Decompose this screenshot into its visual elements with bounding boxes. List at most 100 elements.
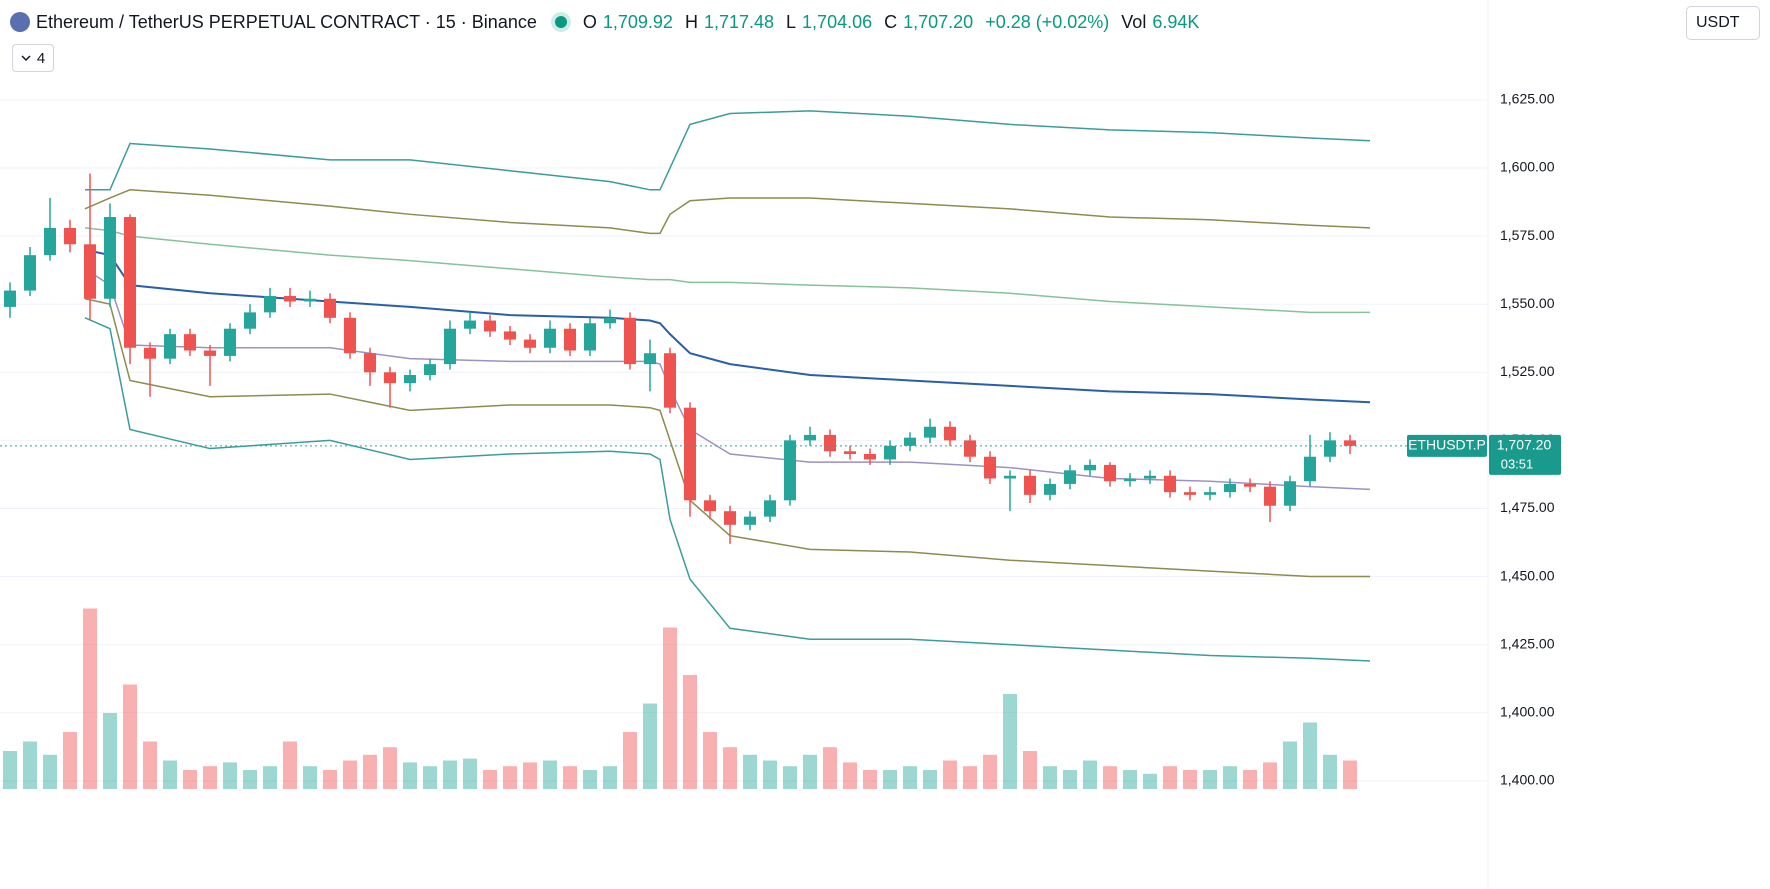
y-tick-label: 1,600.00 xyxy=(1500,159,1555,175)
candle-body xyxy=(1104,464,1116,482)
volume-bar xyxy=(1323,754,1337,789)
candle-body xyxy=(1004,475,1016,479)
candle-body xyxy=(24,255,36,291)
volume-bar xyxy=(943,760,957,789)
volume-bar xyxy=(143,741,157,789)
volume-bar xyxy=(363,754,377,789)
band-line xyxy=(84,227,1370,314)
candle-body xyxy=(1184,492,1196,495)
legend-header: Ethereum / TetherUS PERPETUAL CONTRACT ·… xyxy=(10,8,1211,36)
band-line xyxy=(84,248,1371,404)
volume-bar xyxy=(723,747,737,789)
volume-bar xyxy=(963,766,977,789)
change-value: +0.28 (+0.02%) xyxy=(985,11,1110,32)
volume-bar xyxy=(463,758,477,789)
volume-bar xyxy=(83,608,97,789)
volume-bar xyxy=(283,741,297,789)
candle-body xyxy=(944,426,956,441)
volume-bar xyxy=(563,766,577,789)
countdown: 03:51 xyxy=(1501,456,1534,471)
market-status xyxy=(554,16,567,28)
candle-body xyxy=(4,290,16,307)
candle-body xyxy=(1284,481,1296,506)
volume-bar xyxy=(603,766,617,789)
band-line xyxy=(84,298,1370,578)
candle-body xyxy=(424,364,436,376)
candle-body xyxy=(384,372,396,384)
volume-bar xyxy=(23,741,37,789)
volume-bar xyxy=(623,732,637,789)
y-tick-label: 1,525.00 xyxy=(1500,363,1555,379)
volume-bar xyxy=(503,766,517,789)
volume-bar xyxy=(843,762,857,789)
volume-bar xyxy=(163,760,177,789)
volume-bar xyxy=(123,684,137,789)
indicators-toggle[interactable]: 4 xyxy=(12,44,54,72)
y-tick-label: 1,450.00 xyxy=(1500,567,1555,583)
volume-bar xyxy=(1263,762,1277,789)
y-tick-label: 1,400.00 xyxy=(1500,772,1555,788)
volume-bar xyxy=(1023,751,1037,789)
close-value: 1,707.20 xyxy=(903,11,974,32)
volume-bar xyxy=(43,754,57,789)
candle-body xyxy=(1084,464,1096,471)
y-tick-label: 1,625.00 xyxy=(1500,91,1555,107)
close-label: C xyxy=(884,11,898,32)
volume-bar xyxy=(343,760,357,789)
candle-body xyxy=(404,375,416,384)
volume-bar xyxy=(103,713,117,789)
candle-body xyxy=(1224,483,1236,493)
volume-bar xyxy=(1283,741,1297,789)
candle-body xyxy=(924,426,936,438)
candle-body xyxy=(984,456,996,479)
candle-body xyxy=(544,328,556,348)
candle-body xyxy=(1144,475,1156,479)
candle-body xyxy=(1344,440,1356,446)
volume-bar xyxy=(423,766,437,789)
volume-bar xyxy=(583,770,597,789)
candle-body xyxy=(1204,492,1216,495)
symbol-tag-bg xyxy=(1407,434,1487,457)
candle-body xyxy=(1064,470,1076,484)
currency-button[interactable]: USDT xyxy=(1686,6,1760,40)
band-line xyxy=(85,110,1371,191)
volume-bar xyxy=(923,770,937,789)
candle-body xyxy=(504,331,516,340)
volume-bar xyxy=(983,754,997,789)
volume-bar xyxy=(523,762,537,789)
candle-body xyxy=(224,328,236,356)
symbol-tag: ETHUSDT.P xyxy=(1408,437,1486,453)
candle-body xyxy=(204,350,216,356)
candle-body xyxy=(364,353,376,373)
candle-body xyxy=(344,317,356,354)
y-tick-label: 1,550.00 xyxy=(1500,295,1555,311)
volume-bar xyxy=(63,732,77,789)
volume-bar xyxy=(1243,770,1257,789)
candle-body xyxy=(784,440,796,501)
candle-body xyxy=(844,451,856,454)
chevron xyxy=(21,55,31,62)
volume-bar xyxy=(663,627,677,789)
candle-body xyxy=(1164,475,1176,493)
candle-body xyxy=(144,347,156,359)
volume-bar xyxy=(1203,770,1217,789)
candle-body xyxy=(824,434,836,452)
candle-body xyxy=(664,353,676,408)
volume-bar xyxy=(1123,770,1137,789)
volume-bar xyxy=(763,760,777,789)
y-tick-label: 1,475.00 xyxy=(1500,499,1555,515)
candle-body xyxy=(184,334,196,351)
band-line xyxy=(84,317,1371,662)
candle-body xyxy=(864,453,876,460)
indicators-count: 4 xyxy=(36,49,46,67)
volume-bar xyxy=(483,770,497,789)
candle-body xyxy=(1124,478,1136,482)
volume-bar xyxy=(303,766,317,789)
candle-body xyxy=(464,320,476,329)
candle-body xyxy=(704,500,716,512)
candle-body xyxy=(244,312,256,329)
volume-bar xyxy=(643,703,657,789)
candle-body xyxy=(604,317,616,324)
volume-label: Vol xyxy=(1121,11,1147,32)
